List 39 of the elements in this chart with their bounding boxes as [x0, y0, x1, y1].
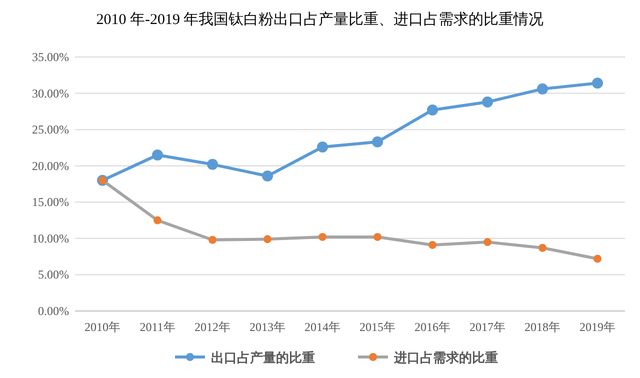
point — [427, 104, 438, 116]
y-tick-label: 10.00% — [32, 231, 69, 246]
point — [152, 149, 163, 160]
point — [207, 158, 218, 170]
point — [537, 83, 548, 94]
point — [482, 96, 493, 108]
point — [262, 170, 273, 182]
chart-title: 2010 年-2019 年我国钛白粉出口占产量比重、进口占需求的比重情况 — [96, 11, 544, 28]
y-tick-label: 25.00% — [32, 122, 69, 137]
x-tick-label: 2017年 — [470, 320, 506, 334]
point — [592, 78, 603, 89]
x-tick-label: 2010年 — [84, 320, 120, 334]
x-tick-label: 2014年 — [304, 320, 340, 334]
x-tick-label: 2013年 — [250, 320, 286, 334]
point — [208, 236, 216, 244]
point — [264, 235, 272, 244]
point — [317, 141, 328, 152]
x-tick-label: 2012年 — [194, 320, 230, 334]
legend-label: 进口占需求的比重 — [393, 350, 498, 365]
y-tick-label: 35.00% — [32, 50, 69, 64]
point — [154, 216, 162, 224]
y-tick-label: 20.00% — [32, 158, 69, 173]
y-tick-label: 15.00% — [32, 195, 69, 210]
point — [538, 244, 546, 252]
point — [484, 238, 492, 246]
x-tick-label: 2016年 — [414, 320, 450, 334]
point — [374, 232, 382, 241]
point — [372, 136, 383, 148]
y-tick-label: 0.00% — [38, 304, 69, 318]
point — [594, 254, 602, 263]
point — [428, 240, 436, 249]
y-tick-label: 5.00% — [38, 268, 69, 282]
x-tick-label: 2019年 — [580, 320, 616, 334]
point — [318, 232, 326, 241]
x-tick-label: 2015年 — [360, 320, 396, 334]
x-tick-label: 2011年 — [140, 320, 176, 334]
legend-label: 出口占产量的比重 — [211, 350, 315, 365]
y-tick-label: 30.00% — [32, 86, 69, 100]
x-tick-label: 2018年 — [524, 320, 560, 334]
